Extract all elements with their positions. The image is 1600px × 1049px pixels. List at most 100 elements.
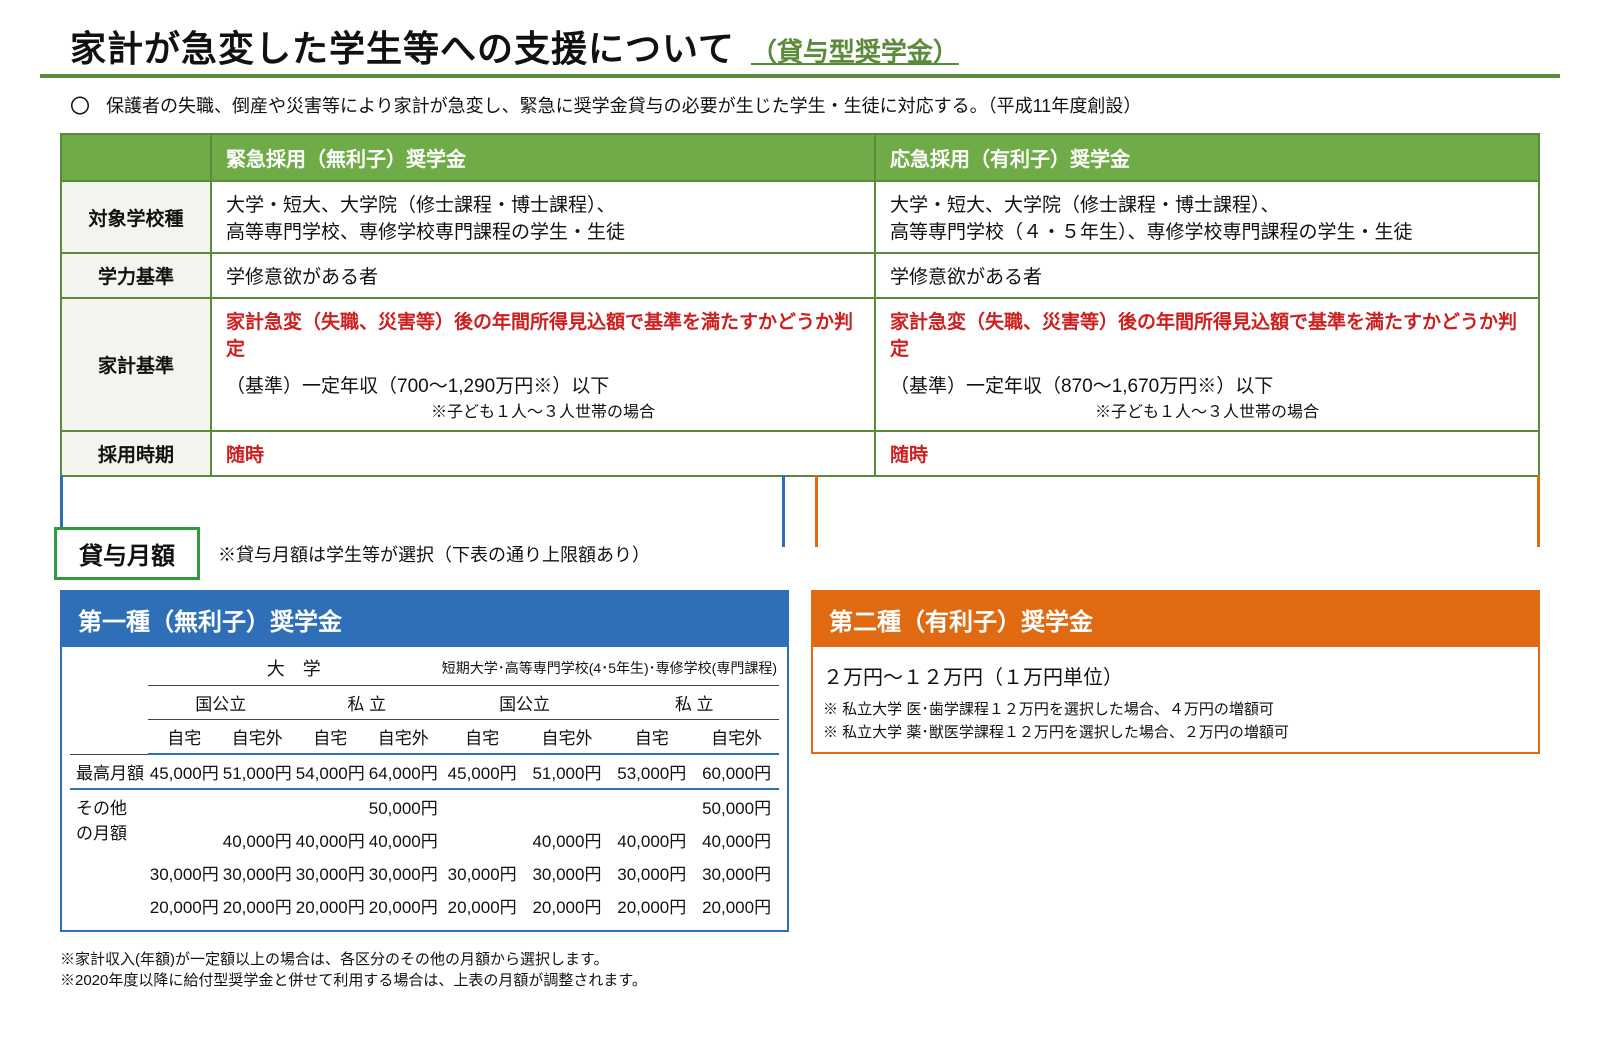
o13: 40,000円 bbox=[367, 823, 440, 856]
row-academic-label: 学力基準 bbox=[61, 253, 211, 298]
amount-other-row-0: その他 の月額 50,000円 50,000円 bbox=[70, 789, 779, 823]
o04 bbox=[440, 789, 525, 823]
max-1: 51,000円 bbox=[221, 754, 294, 789]
o35: 20,000円 bbox=[525, 889, 610, 922]
amount-group-row: 大 学 短期大学･高等専門学校(4･5年生)･専修学校(専門課程) bbox=[70, 651, 779, 686]
row-academic: 学力基準 学修意欲がある者 学修意欲がある者 bbox=[61, 253, 1539, 298]
panel-type1-title: 第一種（無利子）奨学金 bbox=[62, 592, 787, 647]
o05 bbox=[525, 789, 610, 823]
monthly-amount-tag-row: 貸与月額 ※貸与月額は学生等が選択（下表の通り上限額あり） bbox=[60, 527, 1540, 580]
row-target-right: 大学・短大、大学院（修士課程・博士課程）、 高等専門学校（４・５年生）、専修学校… bbox=[875, 181, 1539, 253]
leaf-1: 自宅 bbox=[148, 720, 221, 755]
type2-note2: ※ 私立大学 薬･獣医学課程１２万円を選択した場合、２万円の増額可 bbox=[823, 721, 1528, 742]
o21: 30,000円 bbox=[221, 856, 294, 889]
table-corner bbox=[61, 134, 211, 181]
footnotes: ※家計収入(年額)が一定額以上の場合は、各区分のその他の月額から選択します。 ※… bbox=[60, 948, 1540, 990]
title-main: 家計が急変した学生等への支援について bbox=[70, 20, 735, 72]
o01 bbox=[221, 789, 294, 823]
lower-panels: 第一種（無利子）奨学金 大 学 短期大学･高等専門学校(4･5年生)･専修学校(… bbox=[60, 590, 1540, 932]
row-other-label: その他 の月額 bbox=[70, 789, 148, 922]
o07: 50,000円 bbox=[694, 789, 779, 823]
o17: 40,000円 bbox=[694, 823, 779, 856]
comparison-table-wrap: 緊急採用（無利子）奨学金 応急採用（有利子）奨学金 対象学校種 大学・短大、大学… bbox=[60, 133, 1540, 477]
intro-text: 保護者の失職、倒産や災害等により家計が急変し、緊急に奨学金貸与の必要が生じた学生… bbox=[106, 92, 1141, 118]
leaf-2: 自宅外 bbox=[221, 720, 294, 755]
o14 bbox=[440, 823, 525, 856]
o15: 40,000円 bbox=[525, 823, 610, 856]
o10 bbox=[148, 823, 221, 856]
o06 bbox=[609, 789, 694, 823]
type2-range: ２万円～１２万円（１万円単位） bbox=[823, 661, 1528, 690]
o20: 30,000円 bbox=[148, 856, 221, 889]
monthly-amount-tag: 貸与月額 bbox=[54, 527, 200, 580]
title-sub: （貸与型奨学金） bbox=[751, 32, 959, 69]
row-timing: 採用時期 随時 随時 bbox=[61, 431, 1539, 476]
row-income-right-title: 家計急変（失職、災害等）後の年間所得見込額で基準を満たすかどうか判定 bbox=[890, 307, 1524, 361]
o22: 30,000円 bbox=[294, 856, 367, 889]
panel-type2-title: 第二種（有利子）奨学金 bbox=[813, 592, 1538, 647]
o16: 40,000円 bbox=[609, 823, 694, 856]
title-bar: 家計が急変した学生等への支援について （貸与型奨学金） bbox=[40, 20, 1560, 78]
leaf-7: 自宅 bbox=[609, 720, 694, 755]
row-income-right-note: ※子ども１人～３人世帯の場合 bbox=[890, 398, 1524, 422]
row-income-left-title: 家計急変（失職、災害等）後の年間所得見込額で基準を満たすかどうか判定 bbox=[226, 307, 860, 361]
sub-univ-private: 私 立 bbox=[294, 686, 440, 720]
o00 bbox=[148, 789, 221, 823]
amount-max-row: 最高月額 45,000円 51,000円 54,000円 64,000円 45,… bbox=[70, 754, 779, 789]
leaf-6: 自宅外 bbox=[525, 720, 610, 755]
o25: 30,000円 bbox=[525, 856, 610, 889]
max-0: 45,000円 bbox=[148, 754, 221, 789]
type2-note1: ※ 私立大学 医･歯学課程１２万円を選択した場合、４万円の増額可 bbox=[823, 698, 1528, 719]
sub-univ-public: 国公立 bbox=[148, 686, 294, 720]
amount-table: 大 学 短期大学･高等専門学校(4･5年生)･専修学校(専門課程) 国公立 私 … bbox=[70, 651, 779, 922]
amount-other-row-2: 30,000円 30,000円 30,000円 30,000円 30,000円 … bbox=[70, 856, 779, 889]
o02 bbox=[294, 789, 367, 823]
row-income-label: 家計基準 bbox=[61, 298, 211, 431]
page: 家計が急変した学生等への支援について （貸与型奨学金） 〇 保護者の失職、倒産や… bbox=[0, 0, 1600, 1010]
leaf-4: 自宅外 bbox=[367, 720, 440, 755]
panel-type1: 第一種（無利子）奨学金 大 学 短期大学･高等専門学校(4･5年生)･専修学校(… bbox=[60, 590, 789, 932]
o33: 20,000円 bbox=[367, 889, 440, 922]
o11: 40,000円 bbox=[221, 823, 294, 856]
max-6: 53,000円 bbox=[609, 754, 694, 789]
row-timing-label: 採用時期 bbox=[61, 431, 211, 476]
panel-type2-body: ２万円～１２万円（１万円単位） ※ 私立大学 医･歯学課程１２万円を選択した場合… bbox=[813, 647, 1538, 752]
footnote-1: ※家計収入(年額)が一定額以上の場合は、各区分のその他の月額から選択します。 bbox=[60, 948, 1540, 969]
o34: 20,000円 bbox=[440, 889, 525, 922]
o26: 30,000円 bbox=[609, 856, 694, 889]
comparison-table: 緊急採用（無利子）奨学金 応急採用（有利子）奨学金 対象学校種 大学・短大、大学… bbox=[60, 133, 1540, 477]
max-3: 64,000円 bbox=[367, 754, 440, 789]
row-academic-left: 学修意欲がある者 bbox=[211, 253, 875, 298]
max-5: 51,000円 bbox=[525, 754, 610, 789]
intro-bullet-icon: 〇 bbox=[70, 90, 90, 119]
row-income-left: 家計急変（失職、災害等）後の年間所得見込額で基準を満たすかどうか判定 （基準）一… bbox=[211, 298, 875, 431]
panel-type2: 第二種（有利子）奨学金 ２万円～１２万円（１万円単位） ※ 私立大学 医･歯学課… bbox=[811, 590, 1540, 754]
row-income-right: 家計急変（失職、災害等）後の年間所得見込額で基準を満たすかどうか判定 （基準）一… bbox=[875, 298, 1539, 431]
amount-other-row-3: 20,000円 20,000円 20,000円 20,000円 20,000円 … bbox=[70, 889, 779, 922]
max-2: 54,000円 bbox=[294, 754, 367, 789]
row-target-left: 大学・短大、大学院（修士課程・博士課程）、 高等専門学校、専修学校専門課程の学生… bbox=[211, 181, 875, 253]
max-4: 45,000円 bbox=[440, 754, 525, 789]
row-income-left-sub: （基準）一定年収（700～1,290万円※）以下 bbox=[226, 371, 860, 398]
col-header-right: 応急採用（有利子）奨学金 bbox=[875, 134, 1539, 181]
sub-other-public: 国公立 bbox=[440, 686, 610, 720]
row-income-left-note: ※子ども１人～３人世帯の場合 bbox=[226, 398, 860, 422]
o03: 50,000円 bbox=[367, 789, 440, 823]
o24: 30,000円 bbox=[440, 856, 525, 889]
sub-other-private: 私 立 bbox=[609, 686, 779, 720]
amount-other-row-1: 40,000円 40,000円 40,000円 40,000円 40,000円 … bbox=[70, 823, 779, 856]
amount-leaf-row: 自宅 自宅外 自宅 自宅外 自宅 自宅外 自宅 自宅外 bbox=[70, 720, 779, 755]
o12: 40,000円 bbox=[294, 823, 367, 856]
row-timing-left-text: 随時 bbox=[226, 445, 264, 466]
o23: 30,000円 bbox=[367, 856, 440, 889]
group-university: 大 学 bbox=[148, 651, 440, 686]
leaf-5: 自宅 bbox=[440, 720, 525, 755]
o30: 20,000円 bbox=[148, 889, 221, 922]
leaf-3: 自宅 bbox=[294, 720, 367, 755]
footnote-2: ※2020年度以降に給付型奨学金と併せて利用する場合は、上表の月額が調整されます… bbox=[60, 969, 1540, 990]
amount-blank-corner bbox=[70, 651, 148, 754]
row-timing-right: 随時 bbox=[875, 431, 1539, 476]
o32: 20,000円 bbox=[294, 889, 367, 922]
row-income: 家計基準 家計急変（失職、災害等）後の年間所得見込額で基準を満たすかどうか判定 … bbox=[61, 298, 1539, 431]
row-income-right-sub: （基準）一定年収（870～1,670万円※）以下 bbox=[890, 371, 1524, 398]
